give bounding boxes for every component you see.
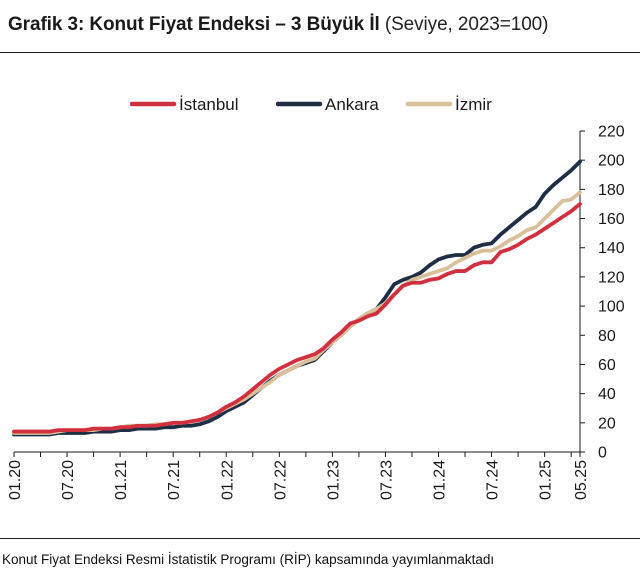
y-tick-label: 120 [598, 269, 625, 286]
y-tick-label: 160 [598, 211, 625, 228]
chart-title-main: Grafik 3: Konut Fiyat Endeksi – 3 Büyük … [8, 14, 380, 35]
top-divider [0, 52, 640, 53]
x-tick-label: 01.20 [7, 460, 24, 500]
chart-title: Grafik 3: Konut Fiyat Endeksi – 3 Büyük … [8, 14, 548, 36]
series-line-0 [12, 202, 582, 434]
legend-label-1: Ankara [325, 95, 379, 114]
chart-title-subtitle: (Seviye, 2023=100) [384, 14, 549, 35]
y-tick-label: 20 [598, 415, 616, 432]
x-tick-label: 01.22 [219, 460, 236, 500]
x-tick-label: 07.20 [60, 460, 77, 500]
bottom-divider [0, 538, 640, 539]
x-tick-label: 07.23 [378, 460, 395, 500]
x-tick-label: 05.25 [573, 460, 590, 500]
legend-label-2: İzmir [455, 95, 492, 114]
y-tick-label: 200 [598, 153, 625, 170]
x-tick-label: 01.24 [432, 460, 449, 500]
series-line-2 [12, 190, 582, 435]
y-tick-label: 40 [598, 386, 616, 403]
y-tick-label: 60 [598, 357, 616, 374]
x-tick-label: 01.23 [325, 460, 342, 500]
footnote: Konut Fiyat Endeksi Resmi İstatistik Pro… [2, 552, 495, 567]
x-tick-label: 07.24 [485, 460, 502, 500]
y-tick-label: 80 [598, 328, 616, 345]
series-line-1 [12, 159, 582, 437]
x-tick-label: 01.25 [538, 460, 555, 500]
legend-label-0: İstanbul [179, 95, 239, 114]
y-tick-label: 0 [598, 445, 607, 462]
x-tick-label: 07.22 [272, 460, 289, 500]
x-tick-label: 07.21 [166, 460, 183, 500]
y-tick-label: 140 [598, 240, 625, 257]
y-tick-label: 220 [598, 124, 625, 141]
y-tick-label: 100 [598, 299, 625, 316]
y-tick-label: 180 [598, 182, 625, 199]
x-tick-label: 01.21 [113, 460, 130, 500]
